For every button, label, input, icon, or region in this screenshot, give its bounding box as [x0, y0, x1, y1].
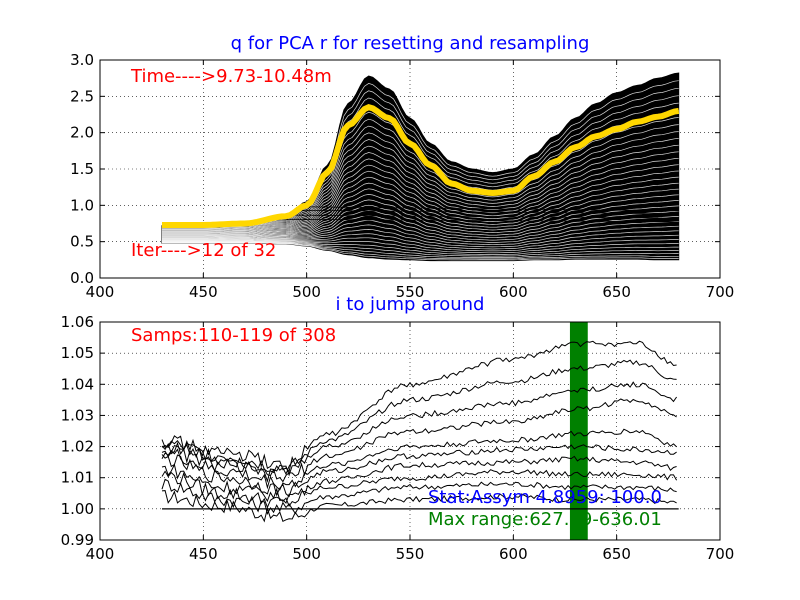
x-tick-label: 600: [499, 545, 528, 563]
y-tick-label: 1.00: [61, 500, 94, 518]
y-tick-label: 0.5: [70, 233, 94, 251]
curve-line: [162, 157, 679, 234]
y-tick-label: 0.99: [61, 531, 94, 549]
series-line: [161, 398, 677, 483]
series-line: [161, 359, 677, 476]
annotation-iter: Iter---->12 of 32: [131, 240, 276, 261]
x-tick-label: 450: [189, 545, 218, 563]
y-tick-label: 1.02: [61, 438, 94, 456]
y-tick-label: 1.05: [61, 344, 94, 362]
curve-line: [162, 124, 679, 231]
y-tick-label: 0.0: [70, 269, 94, 287]
x-tick-label: 700: [706, 545, 735, 563]
x-tick-label: 550: [396, 545, 425, 563]
x-tick-label: 650: [602, 283, 631, 301]
x-tick-label: 400: [86, 545, 115, 563]
series-line: [161, 381, 678, 477]
curve-line: [162, 117, 679, 231]
curve-line: [162, 204, 679, 239]
curve-line: [162, 151, 679, 234]
y-tick-label: 2.0: [70, 124, 94, 142]
xticks-top: 400 450 500 550 600 650 700: [86, 60, 735, 301]
y-tick-label: 1.5: [70, 160, 94, 178]
curve-line: [162, 215, 679, 241]
y-tick-label: 1.04: [61, 375, 94, 393]
x-tick-label: 700: [706, 283, 735, 301]
curve-line: [162, 176, 679, 236]
curve-line: [162, 210, 679, 239]
annotation-samps: Samps:110-119 of 308: [131, 325, 336, 346]
series-line: [161, 469, 678, 509]
x-tick-label: 650: [602, 545, 631, 563]
curve-line: [162, 229, 679, 248]
series-line: [161, 340, 677, 473]
curve-line: [162, 131, 679, 232]
y-tick-label: 1.06: [61, 313, 94, 331]
x-tick-label: 600: [499, 283, 528, 301]
x-tick-label: 550: [396, 283, 425, 301]
chart-title-bottom: i to jump around: [336, 294, 485, 315]
chart-top: 400 450 500 550 600 650 700 0.0 0.5 1.0 1.5 2.0 2.5…: [70, 33, 734, 301]
series-line: [161, 428, 677, 491]
series-line: [161, 478, 677, 516]
curve-line: [162, 170, 679, 236]
x-tick-label: 500: [292, 283, 321, 301]
y-tick-label: 1.01: [61, 469, 94, 487]
series-line: [161, 444, 677, 498]
curve-line: [162, 224, 679, 246]
y-tick-label: 1.0: [70, 196, 94, 214]
curve-line: [162, 194, 679, 238]
xticks-bottom: 400 450 500 550 600 650 700: [86, 322, 735, 563]
curve-line: [162, 233, 679, 250]
series-line: [161, 490, 677, 523]
curve-line: [162, 182, 679, 237]
curve-line: [162, 144, 679, 233]
highlight-line: [162, 106, 679, 226]
y-tick-label: 1.03: [61, 406, 94, 424]
curve-line: [162, 237, 679, 252]
chart-bottom: 400 450 500 550 600 650 700 0.99 1.00 1.01 1.02 1.…: [61, 294, 735, 563]
annotation-stat: Stat:Assym 4.8959: 100.0: [428, 487, 662, 508]
curve-line: [162, 219, 679, 243]
curve-line: [162, 241, 679, 257]
x-tick-label: 450: [189, 283, 218, 301]
y-tick-label: 3.0: [70, 51, 94, 69]
curve-line: [162, 164, 679, 235]
chart-title-top: q for PCA r for resetting and resampling: [231, 33, 590, 54]
curve-line: [162, 138, 679, 233]
annotation-maxrange: Max range:627.39-636.01: [428, 509, 662, 530]
series-line: [161, 455, 677, 504]
series-bottom: [161, 340, 679, 523]
curve-line: [162, 241, 679, 254]
y-tick-label: 2.5: [70, 87, 94, 105]
x-tick-label: 400: [86, 283, 115, 301]
yticks-top: 0.0 0.5 1.0 1.5 2.0 2.5 3.0: [70, 51, 720, 287]
yticks-bottom: 0.99 1.00 1.01 1.02 1.03 1.04 1.05 1.06: [61, 313, 720, 549]
series-top: [161, 72, 680, 262]
annotation-time: Time---->9.73-10.48m: [130, 66, 332, 87]
x-tick-label: 500: [292, 545, 321, 563]
